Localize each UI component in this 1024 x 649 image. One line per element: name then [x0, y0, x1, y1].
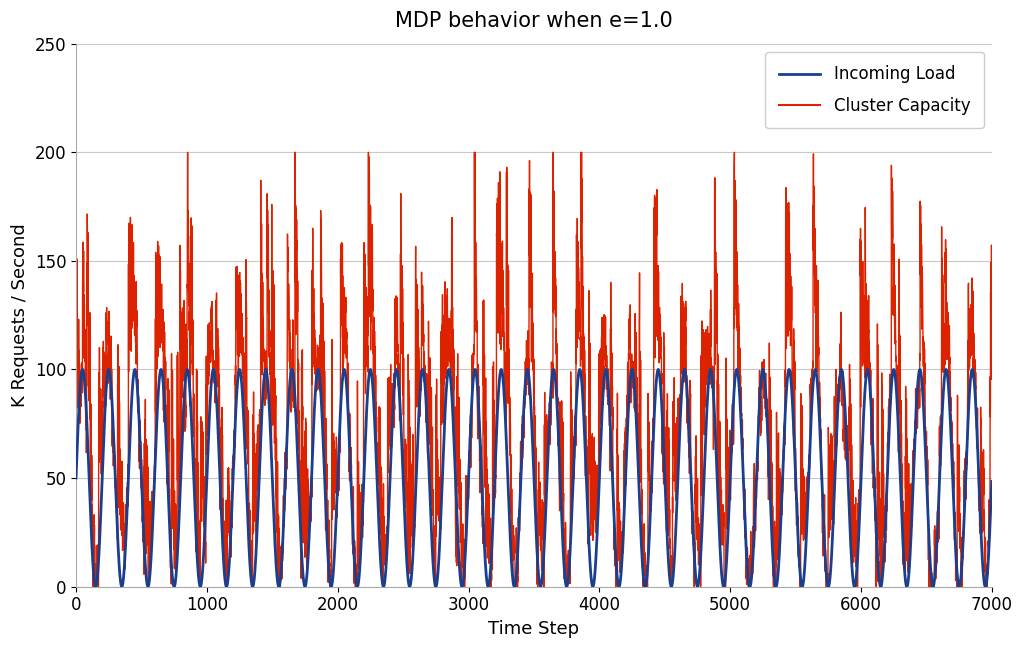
Y-axis label: K Requests / Second: K Requests / Second — [11, 223, 29, 407]
Title: MDP behavior when e=1.0: MDP behavior when e=1.0 — [395, 11, 673, 31]
Legend: Incoming Load, Cluster Capacity: Incoming Load, Cluster Capacity — [765, 52, 984, 128]
X-axis label: Time Step: Time Step — [488, 620, 580, 638]
